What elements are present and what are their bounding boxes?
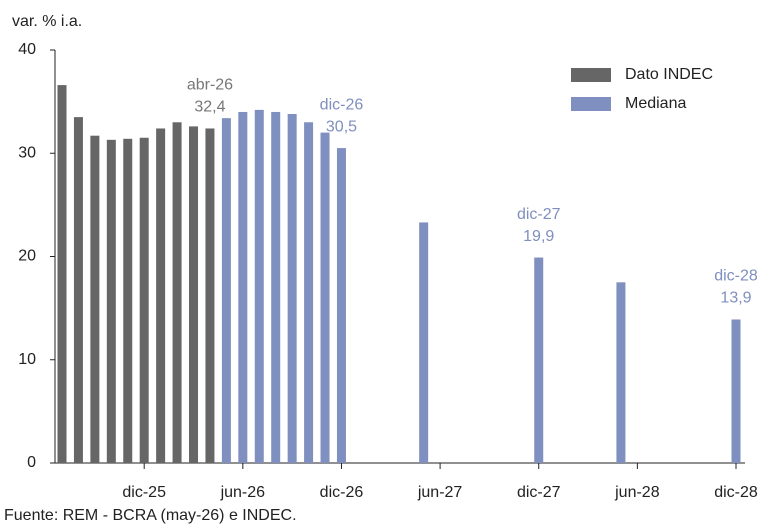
legend-label: Mediana — [625, 95, 686, 112]
x-tick-label: jun-28 — [614, 484, 660, 501]
data-label: 30,5 — [326, 118, 357, 135]
legend-label: Dato INDEC — [625, 66, 713, 83]
bar — [123, 138, 133, 464]
point-name: abr-26 — [187, 77, 233, 94]
bar — [189, 126, 199, 463]
bar — [172, 122, 182, 464]
bar — [106, 139, 116, 463]
point-name: dic-26 — [320, 96, 364, 113]
x-tick-label: dic-25 — [122, 484, 166, 501]
bar — [254, 109, 264, 463]
bar — [419, 222, 429, 463]
legend-swatch — [571, 97, 611, 111]
bar — [616, 282, 626, 463]
bar — [205, 128, 215, 463]
data-label: 13,9 — [720, 290, 751, 307]
y-tick-label: 10 — [18, 351, 36, 368]
legend-swatch — [571, 68, 611, 82]
y-tick-label: 40 — [18, 41, 36, 58]
bar — [320, 132, 330, 463]
y-axis-label: var. % i.a. — [12, 13, 82, 30]
bar — [238, 111, 248, 463]
point-name: dic-28 — [714, 268, 758, 285]
y-tick-label: 20 — [18, 248, 36, 265]
bar — [90, 135, 100, 463]
y-tick-label: 30 — [18, 144, 36, 161]
x-tick-label: jun-27 — [417, 484, 463, 501]
bar — [221, 118, 231, 464]
bar — [336, 148, 346, 463]
y-tick-label: 0 — [27, 454, 36, 471]
bar — [57, 85, 67, 463]
x-tick-label: dic-27 — [517, 484, 561, 501]
bar — [156, 128, 166, 463]
data-label: 19,9 — [523, 228, 554, 245]
bar — [304, 122, 314, 464]
point-name: dic-27 — [517, 206, 561, 223]
bar — [139, 137, 149, 463]
bar — [73, 117, 83, 464]
bar — [271, 111, 281, 463]
bar — [534, 257, 544, 463]
x-tick-label: dic-28 — [714, 484, 758, 501]
x-tick-label: jun-26 — [220, 484, 266, 501]
source-note: Fuente: REM - BCRA (may-26) e INDEC. — [4, 507, 297, 524]
bar — [731, 319, 741, 463]
bar — [287, 114, 297, 463]
x-tick-label: dic-26 — [320, 484, 364, 501]
data-label: 32,4 — [194, 99, 225, 116]
